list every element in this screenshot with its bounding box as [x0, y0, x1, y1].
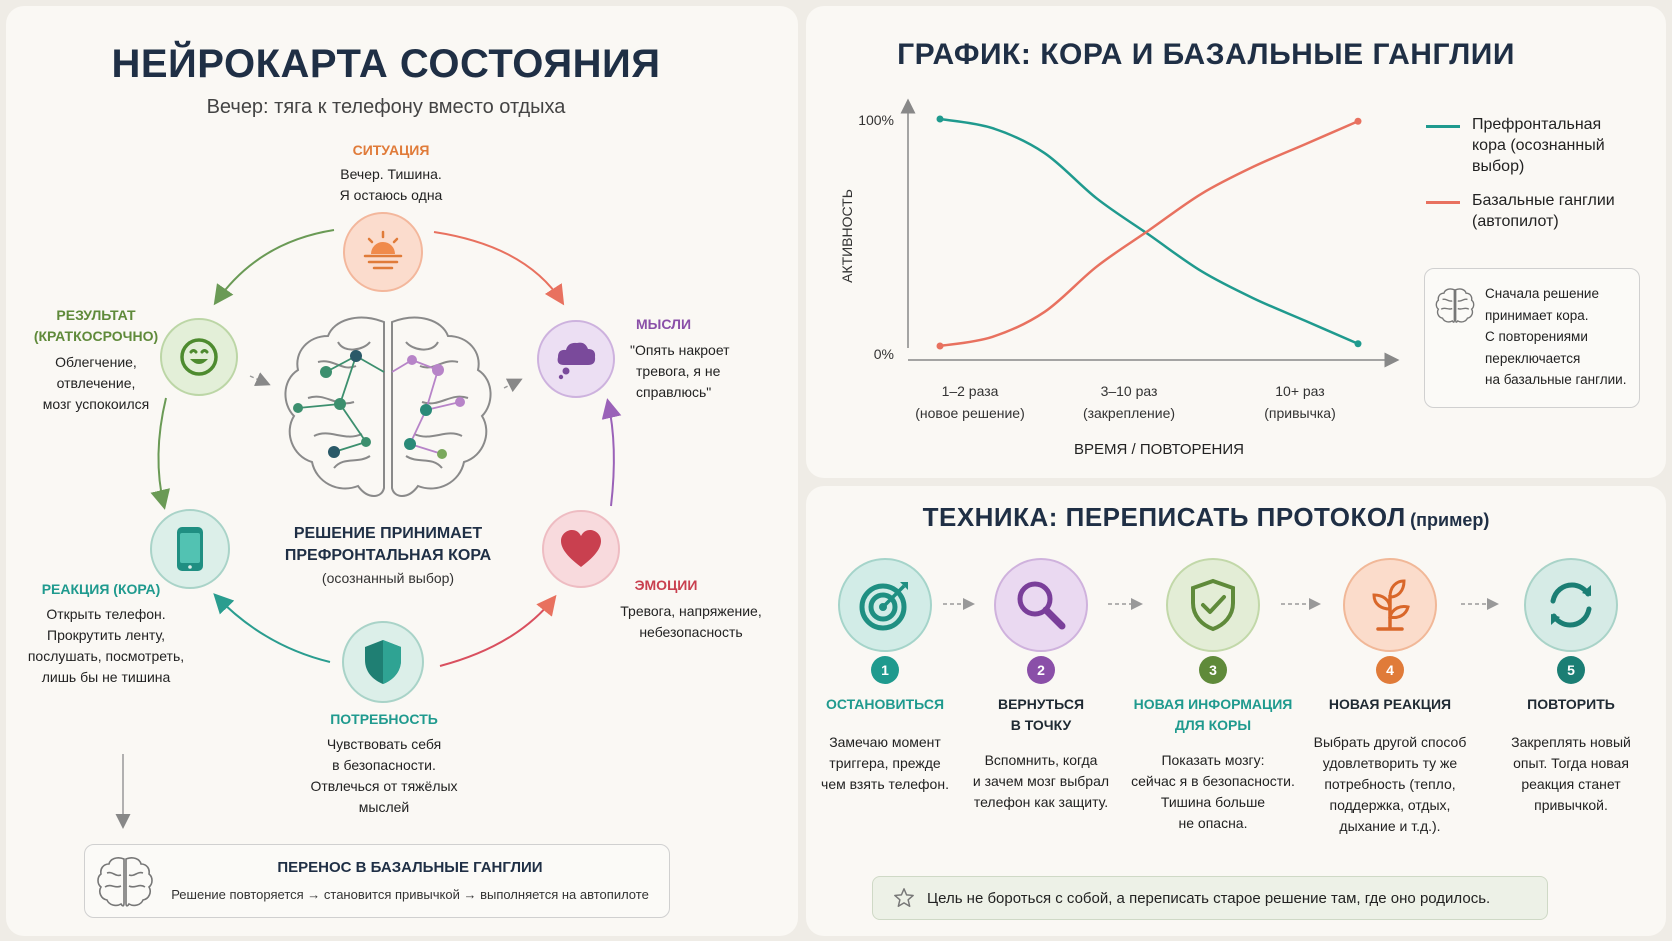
x-tick-3-line2: (привычка): [1264, 405, 1336, 421]
series-endpoint-basal-ganglia-start: [936, 342, 944, 350]
legend-item-cortex: Префронтальная кора (осознанный выбор): [1426, 114, 1666, 182]
step-4-text: Выбрать другой способ удовлетворить ту же…: [1313, 734, 1467, 834]
series-endpoint-cortex-start: [936, 115, 944, 123]
transfer-title: ПЕРЕНОС В БАЗАЛЬНЫЕ ГАНГЛИИ: [277, 859, 543, 876]
y-axis-label: АКТИВНОСТЬ: [839, 189, 855, 283]
transfer-box: ПЕРЕНОС В БАЗАЛЬНЫЕ ГАНГЛИИ Решение повт…: [84, 844, 670, 918]
series-line-cortex: [939, 117, 1359, 345]
shield-icon: [342, 621, 424, 703]
goal-banner: Цель не бороться с собой, а переписать с…: [872, 876, 1548, 920]
need-title: ПОТРЕБНОСТЬ: [330, 711, 438, 727]
legend-swatch-basal: [1426, 201, 1460, 204]
x-tick-1-line1: 1–2 раза: [942, 383, 999, 399]
step-2-number: 2: [1027, 656, 1055, 684]
smile-icon: [160, 318, 238, 396]
arrow-need-emotions: [439, 594, 557, 667]
step-3-title: НОВАЯ ИНФОРМАЦИЯ ДЛЯ КОРЫ: [1133, 696, 1293, 733]
brain-outline-icon: [97, 857, 153, 907]
arrow-situation-thoughts: [433, 231, 565, 306]
emotions-text: Тревога, напряжение, небезопасность: [620, 603, 762, 640]
situation-text: Вечер. Тишина. Я остаюсь одна: [339, 166, 443, 203]
center-decision-title: РЕШЕНИЕ ПРИНИМАЕТ ПРЕФРОНТАЛЬНАЯ КОРА: [284, 525, 492, 564]
target-icon: [838, 558, 932, 652]
series-endpoint-basal-ganglia-end: [1354, 117, 1362, 125]
chart-title: ГРАФИК: КОРА И БАЗАЛЬНЫЕ ГАНГЛИИ: [897, 38, 1515, 71]
brain-outline-icon: [1435, 288, 1475, 323]
technique-title: ТЕХНИКА: ПЕРЕПИСАТЬ ПРОТОКОЛ (пример): [922, 502, 1490, 532]
legend-item-basal: Базальные ганглии (автопилот): [1426, 190, 1666, 240]
transfer-text: Решение повторяется → становится привычк…: [171, 887, 649, 902]
situation-title: СИТУАЦИЯ: [352, 142, 430, 158]
step-connectors: [943, 598, 1499, 610]
thoughts-title: МЫСЛИ: [636, 316, 692, 332]
chart-panel: ГРАФИК: КОРА И БАЗАЛЬНЫЕ ГАНГЛИИ 100% 0%…: [806, 6, 1666, 478]
x-tick-2-line2: (закрепление): [1083, 405, 1175, 421]
step-1-number: 1: [871, 656, 899, 684]
x-tick-1-line2: (новое решение): [915, 405, 1025, 421]
reaction-title: РЕАКЦИЯ (КОРА): [41, 581, 161, 597]
y-tick-100: 100%: [858, 112, 894, 128]
thought-cloud-icon: [537, 320, 615, 398]
need-text: Чувствовать себя в безопасности. Отвлечьс…: [310, 736, 458, 815]
thoughts-text: "Опять накроет тревога, я не справлюсь": [630, 342, 730, 400]
arrow-situation-result: [213, 229, 335, 306]
arrow-need-reaction: [213, 593, 331, 663]
x-axis-label: ВРЕМЯ / ПОВТОРЕНИЯ: [1074, 441, 1244, 458]
neuromap-title: НЕЙРОКАРТА СОСТОЯНИЯ: [111, 42, 661, 86]
emotions-title: ЭМОЦИИ: [634, 577, 698, 593]
shield-check-icon: [1166, 558, 1260, 652]
center-decision-note: (осознанный выбор): [321, 570, 455, 586]
chart-note-text: Сначала решение принимает кора. С повторен…: [1485, 286, 1627, 387]
sprout-icon: [1343, 558, 1437, 652]
step-5-title: ПОВТОРИТЬ: [1527, 696, 1615, 712]
result-title: РЕЗУЛЬТАТ (КРАТКОСРОЧНО): [33, 307, 159, 344]
star-icon: [894, 888, 914, 907]
legend-swatch-cortex: [1426, 125, 1460, 128]
heart-icon: [542, 510, 620, 588]
technique-panel: ТЕХНИКА: ПЕРЕПИСАТЬ ПРОТОКОЛ (пример) 1 …: [806, 486, 1666, 936]
arrow-result-reaction: [150, 397, 170, 510]
sunset-icon: [343, 212, 423, 292]
dashed-arrow-brain-thoughts: [503, 378, 523, 393]
brain-icon: [284, 316, 492, 497]
reaction-text: Открыть телефон. Прокрутить ленту, послуш…: [27, 606, 185, 685]
dashed-arrow-result-brain: [249, 372, 271, 386]
step-2-text: Вспомнить, когда и зачем мозг выбрал телеф…: [972, 752, 1110, 810]
magnifier-icon: [994, 558, 1088, 652]
refresh-icon: [1524, 558, 1618, 652]
phone-icon: [150, 509, 230, 589]
line-chart: 100% 0% АКТИВНОСТЬ 1–2 раза (новое решен…: [839, 98, 1400, 458]
step-5-number: 5: [1557, 656, 1585, 684]
series-line-basal-ganglia: [939, 120, 1359, 348]
step-4-title: НОВАЯ РЕАКЦИЯ: [1328, 696, 1452, 712]
chart-legend: Префронтальная кора (осознанный выбор) Баз…: [1426, 114, 1666, 240]
neuromap-subtitle: Вечер: тяга к телефону вместо отдыха: [206, 96, 566, 118]
step-1-title: ОСТАНОВИТЬСЯ: [825, 696, 945, 712]
cycle-arrows: [115, 229, 622, 829]
x-tick-3-line1: 10+ раз: [1275, 383, 1324, 399]
step-3-number: 3: [1199, 656, 1227, 684]
y-tick-0: 0%: [874, 346, 894, 362]
goal-text: Цель не бороться с собой, а переписать с…: [927, 890, 1491, 907]
x-tick-2-line1: 3–10 раз: [1101, 383, 1158, 399]
step-2-title: ВЕРНУТЬСЯ В ТОЧКУ: [997, 696, 1085, 733]
step-1-text: Замечаю момент триггера, прежде чем взять …: [821, 734, 949, 792]
chart-note-box: Сначала решение принимает кора. С повторен…: [1424, 268, 1640, 408]
step-5-text: Закреплять новый опыт. Тогда новая реакци…: [1511, 734, 1631, 813]
arrow-emotions-thoughts: [601, 398, 622, 507]
result-text: Облегчение, отвлечение, мозг успокоился: [42, 354, 150, 412]
step-4-number: 4: [1376, 656, 1404, 684]
series-endpoint-cortex-end: [1354, 340, 1362, 348]
neuromap-panel: НЕЙРОКАРТА СОСТОЯНИЯ Вечер: тяга к телеф…: [6, 6, 798, 936]
step-3-text: Показать мозгу: сейчас я в безопасности. …: [1131, 752, 1295, 831]
